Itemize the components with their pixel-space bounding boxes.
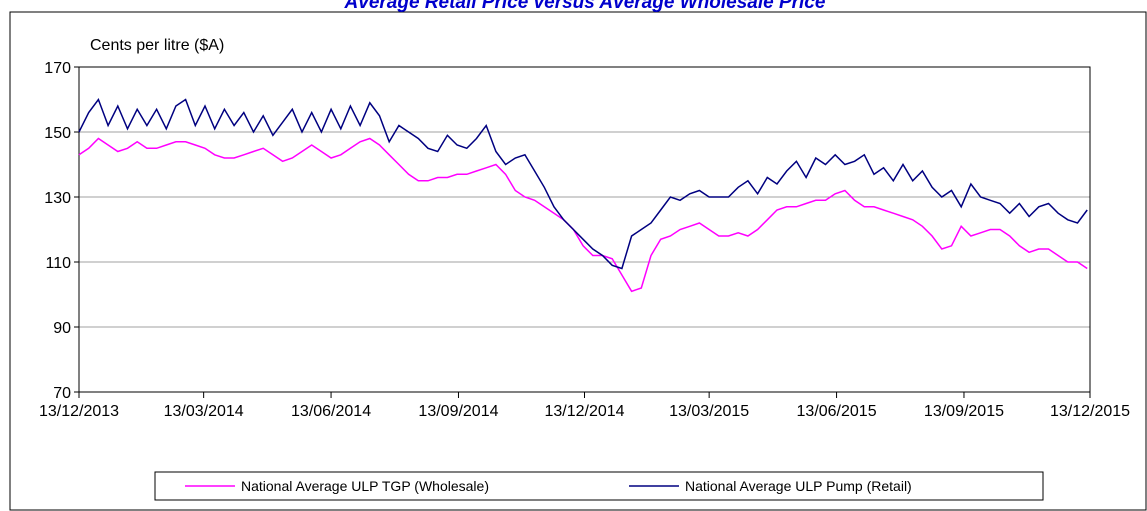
x-tick-label: 13/03/2015 (669, 403, 749, 420)
chart-title: Average Retail Price versus Average Whol… (344, 0, 826, 13)
y-tick-label: 150 (44, 125, 71, 142)
legend-label: National Average ULP Pump (Retail) (685, 478, 912, 494)
chart-border (9, 11, 1147, 511)
legend-box (154, 471, 1044, 501)
y-tick-label: 90 (53, 320, 71, 337)
x-tick-label: 13/12/2014 (544, 403, 624, 420)
x-tick-label: 13/03/2014 (164, 403, 244, 420)
y-axis-label: Cents per litre ($A) (90, 37, 224, 54)
legend-label: National Average ULP TGP (Wholesale) (241, 478, 489, 494)
x-tick-label: 13/06/2015 (797, 403, 877, 420)
x-tick-label: 13/09/2015 (924, 403, 1004, 420)
y-tick-label: 110 (45, 255, 71, 272)
x-tick-label: 13/12/2013 (39, 403, 119, 420)
x-tick-label: 13/12/2015 (1050, 403, 1130, 420)
x-tick-label: 13/06/2014 (291, 403, 371, 420)
x-tick-label: 13/09/2014 (418, 403, 498, 420)
y-tick-label: 170 (44, 60, 71, 77)
series-line (78, 137, 1088, 293)
series-line (78, 97, 1088, 270)
y-tick-label: 70 (53, 385, 71, 402)
plot-frame (78, 66, 1091, 393)
y-tick-label: 130 (44, 190, 71, 207)
